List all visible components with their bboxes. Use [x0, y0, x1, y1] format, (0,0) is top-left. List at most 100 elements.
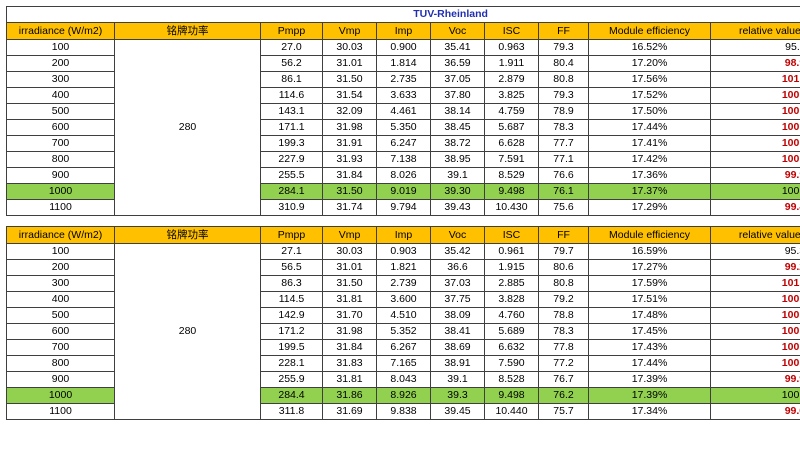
cell-vmp: 31.74 [322, 199, 377, 216]
column-header-isc[interactable]: ISC [484, 22, 539, 40]
cell-voc: 39.1 [430, 167, 485, 184]
cell-ff: 77.2 [538, 355, 589, 372]
column-header-irradiance[interactable]: irradiance (W/m2) [6, 226, 115, 244]
cell-relative: 99.48% [709, 199, 800, 216]
table-row[interactable]: 1000 284.4 31.86 8.926 39.3 9.498 76.2 17.39% 10… [6, 387, 800, 404]
cell-efficiency: 17.51% [588, 291, 711, 308]
cell-efficiency: 17.39% [588, 387, 711, 404]
cell-ff: 77.7 [538, 135, 589, 152]
cell-voc: 37.03 [430, 275, 485, 292]
column-header-efficiency[interactable]: Module efficiency [588, 226, 711, 244]
column-header-irradiance[interactable]: irradiance (W/m2) [6, 22, 115, 40]
table-row[interactable]: 700 199.3 31.91 6.247 38.72 6.628 77.7 17.41% 10… [6, 135, 800, 152]
cell-irradiance: 300 [6, 275, 115, 292]
cell-pmpp: 27.1 [260, 243, 323, 260]
column-header-relative[interactable]: relative value to 1000W/m2 [709, 22, 800, 40]
cell-efficiency: 17.48% [588, 307, 711, 324]
cell-isc: 5.689 [484, 323, 539, 340]
cell-relative: 100.00% [710, 387, 800, 404]
cell-relative: 95.39% [710, 243, 800, 260]
cell-isc: 2.879 [484, 71, 539, 88]
table-row[interactable]: 700 199.5 31.84 6.267 38.69 6.632 77.8 17.43% 10… [6, 339, 800, 356]
cell-irradiance: 200 [6, 55, 115, 72]
cell-relative: 99.93% [709, 167, 800, 184]
table-row[interactable]: 200 56.531.011.82136.61.91580.617.27%99.2… [6, 259, 800, 276]
cell-relative: 100.33% [710, 323, 800, 340]
report-title: TUV-Rheinland [5, 6, 800, 23]
cell-irradiance: 900 [6, 167, 115, 184]
cell-pmpp: 199.3 [260, 135, 323, 152]
cell-vmp: 31.81 [322, 371, 377, 388]
column-header-relative[interactable]: relative value to 1000W/m2 [710, 226, 800, 244]
column-header-isc[interactable]: ISC [484, 226, 539, 244]
cell-ff: 78.8 [538, 307, 589, 324]
cell-imp: 9.838 [376, 403, 431, 420]
column-header-vmp[interactable]: Vmp [322, 226, 377, 244]
cell-efficiency: 17.56% [588, 71, 711, 88]
column-header-efficiency[interactable]: Module efficiency [588, 22, 711, 40]
column-header-ff[interactable]: FF [538, 226, 589, 244]
cell-isc: 4.760 [484, 307, 539, 324]
column-header-pmpp[interactable]: Pmpp [260, 226, 323, 244]
table-row[interactable]: 1100 310.9 31.74 9.794 39.43 10.430 75.6 17.29%… [6, 199, 800, 216]
table-row[interactable]: 900 255.5 31.84 8.026 39.1 8.529 76.6 17.36% 99.… [6, 167, 800, 184]
table-row[interactable]: 100 280 27.0 30.03 0.900 35.41 0.963 79.3 16.52%… [6, 39, 800, 216]
cell-pmpp: 86.1 [260, 71, 323, 88]
column-header-ff[interactable]: FF [538, 22, 589, 40]
column-header-imp[interactable]: Imp [376, 226, 431, 244]
cell-isc: 10.430 [484, 199, 539, 216]
cell-voc: 39.45 [430, 403, 485, 420]
table-row[interactable]: 300 86.1 31.50 2.735 37.05 2.879 80.8 17.56% 101… [6, 71, 800, 88]
cell-relative: 100.49% [710, 307, 800, 324]
table-row[interactable]: 500 143.1 32.09 4.461 38.14 4.759 78.9 17.50% 10… [6, 103, 800, 120]
cell-voc: 35.42 [430, 243, 485, 260]
cell-vmp: 31.98 [322, 323, 377, 340]
table-row[interactable]: 800 228.1 31.83 7.165 38.91 7.590 77.2 17.44% 10… [6, 355, 800, 372]
cell-relative: 100.21% [710, 339, 800, 356]
cell-imp: 9.019 [376, 183, 431, 200]
cell-efficiency: 17.44% [588, 355, 711, 372]
column-header-voc[interactable]: Voc [430, 22, 485, 40]
cell-relative: 98.98% [709, 55, 800, 72]
table-row[interactable]: 1000 284.1 31.50 9.019 39.30 9.498 76.1 17.37% 1… [6, 183, 800, 200]
cell-pmpp: 255.9 [260, 371, 323, 388]
column-header-voc[interactable]: Voc [430, 226, 485, 244]
cell-vmp: 31.86 [322, 387, 377, 404]
column-header-imp[interactable]: Imp [376, 22, 431, 40]
column-header-row: irradiance (W/m2) 铭牌功率 Pmpp Vmp Imp Voc ISC FF M… [6, 226, 800, 244]
table-row[interactable]: 900 255.9 31.81 8.043 39.1 8.528 76.7 17.39% 99.… [6, 371, 800, 388]
cell-ff: 79.3 [538, 87, 589, 104]
cell-voc: 37.75 [430, 291, 485, 308]
nameplate-power-value: 280 [114, 243, 261, 420]
cell-ff: 80.6 [538, 259, 589, 276]
cell-pmpp: 171.2 [260, 323, 323, 340]
cell-efficiency: 17.41% [588, 135, 711, 152]
column-header-nameplate[interactable]: 铭牌功率 [114, 22, 261, 40]
column-header-pmpp[interactable]: Pmpp [260, 22, 323, 40]
cell-vmp: 31.01 [322, 259, 377, 276]
cell-voc: 38.72 [430, 135, 485, 152]
cell-irradiance: 100 [6, 39, 115, 56]
table-row[interactable]: 600 171.1 31.98 5.350 38.45 5.687 78.3 17.44% 10… [6, 119, 800, 136]
cell-isc: 9.498 [484, 387, 539, 404]
cell-imp: 2.739 [376, 275, 431, 292]
table-row[interactable]: 500 142.9 31.70 4.510 38.09 4.760 78.8 17.48% 10… [6, 307, 800, 324]
cell-irradiance: 1100 [6, 199, 115, 216]
cell-efficiency: 17.37% [588, 183, 711, 200]
table-row[interactable]: 1100 311.8 31.69 9.838 39.45 10.440 75.7 17.34%… [6, 403, 800, 420]
cell-efficiency: 17.34% [588, 403, 711, 420]
cell-voc: 39.43 [430, 199, 485, 216]
cell-isc: 10.440 [484, 403, 539, 420]
cell-ff: 78.9 [538, 103, 589, 120]
cell-isc: 4.759 [484, 103, 539, 120]
cell-isc: 8.529 [484, 167, 539, 184]
cell-efficiency: 17.27% [588, 259, 711, 276]
table-row[interactable]: 600 171.2 31.98 5.352 38.41 5.689 78.3 17.45% 10… [6, 323, 800, 340]
column-header-vmp[interactable]: Vmp [322, 22, 377, 40]
column-header-nameplate[interactable]: 铭牌功率 [114, 226, 261, 244]
cell-irradiance: 600 [6, 323, 115, 340]
table-row[interactable]: 100 280 27.1 30.03 0.903 35.42 0.961 79.7 16.59%… [6, 243, 800, 420]
table-row[interactable]: 800 227.9 31.93 7.138 38.95 7.591 77.1 17.42% 10… [6, 151, 800, 168]
cell-relative: 100.25% [710, 355, 800, 372]
